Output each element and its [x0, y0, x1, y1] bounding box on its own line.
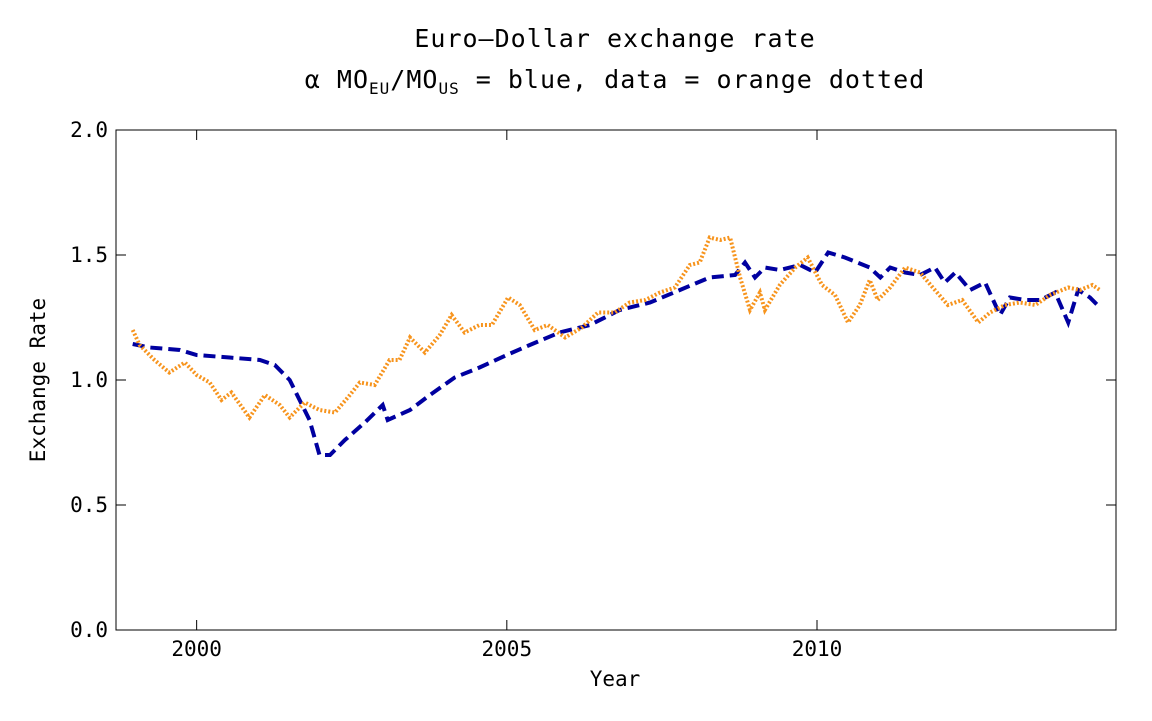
x-tick-label: 2000	[171, 637, 222, 661]
subtitle-part: = blue, data = orange dotted	[460, 65, 926, 94]
subtitle-part: /MO	[390, 65, 438, 94]
y-tick-label: 0.5	[70, 493, 108, 517]
chart-subtitle: α MOEU/MOUS = blue, data = orange dotted	[305, 65, 925, 98]
series-line	[132, 250, 1102, 457]
y-axis-label: Exchange Rate	[26, 298, 50, 462]
y-tick-label: 1.5	[70, 243, 108, 267]
subscript: US	[438, 79, 459, 98]
y-tick-label: 2.0	[70, 118, 108, 142]
x-axis-label: Year	[590, 667, 641, 691]
subscript: EU	[369, 79, 390, 98]
x-tick-label: 2010	[792, 637, 843, 661]
y-tick-label: 1.0	[70, 368, 108, 392]
y-tick-label: 0.0	[70, 618, 108, 642]
series-line	[130, 235, 1102, 421]
x-tick-label: 2005	[482, 637, 533, 661]
chart-title: Euro–Dollar exchange rate	[414, 24, 815, 53]
subtitle-part: α MO	[305, 65, 369, 94]
plot-frame	[115, 129, 1117, 631]
